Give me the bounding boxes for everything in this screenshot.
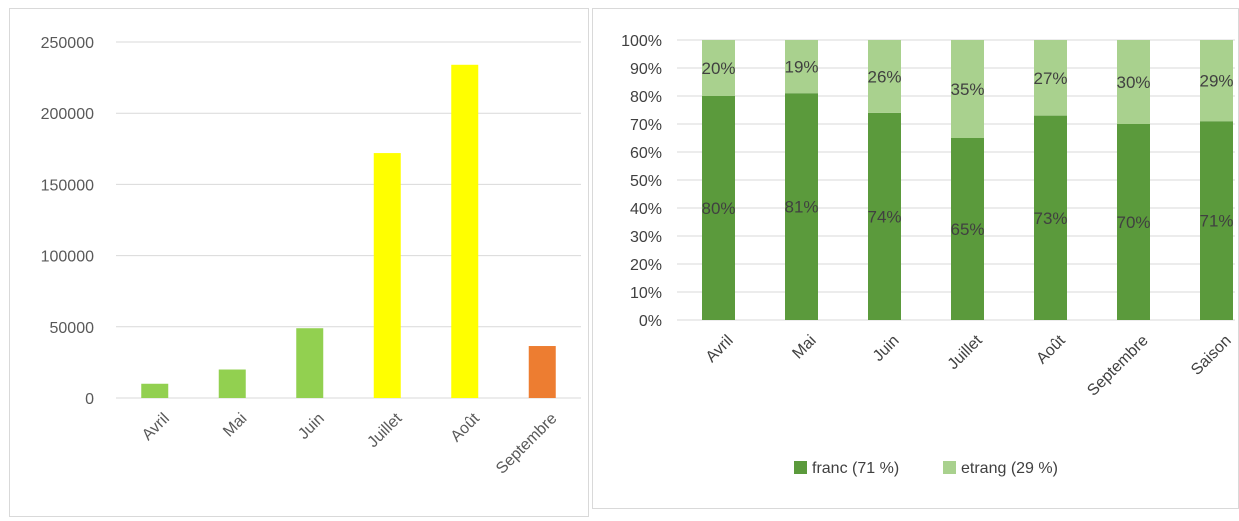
data-label: 30% [1116, 73, 1150, 92]
y-tick-label: 50% [630, 173, 662, 190]
x-tick-label: Juillet [945, 332, 986, 373]
x-tick-label: Août [448, 410, 484, 446]
bar-segment-etrang [785, 40, 818, 94]
bar-segment-etrang [1200, 40, 1233, 122]
data-label: 65% [950, 220, 984, 239]
x-tick-label: Juin [295, 410, 328, 443]
bar-segment-franc [1200, 121, 1233, 320]
bar-segment-franc [951, 138, 984, 320]
y-tick-label: 10% [630, 285, 662, 302]
data-label: 27% [1033, 69, 1067, 88]
y-tick-label: 80% [630, 89, 662, 106]
x-tick-label: Mai [220, 410, 250, 440]
bar [373, 153, 401, 398]
data-label: 81% [784, 198, 818, 217]
y-tick-label: 250000 [41, 35, 94, 52]
y-tick-label: 50000 [50, 320, 95, 337]
bar-segment-franc [1034, 115, 1067, 320]
legend-label: franc (71 %) [812, 460, 899, 477]
data-label: 20% [701, 59, 735, 78]
bar [296, 328, 324, 398]
bar-segment-etrang [702, 40, 735, 96]
y-tick-label: 200000 [41, 106, 94, 123]
x-tick-label: Juin [870, 332, 903, 365]
y-tick-label: 0 [85, 391, 94, 408]
data-label: 73% [1033, 209, 1067, 228]
legend-label: etrang (29 %) [961, 460, 1058, 477]
data-label: 26% [867, 67, 901, 86]
bar [451, 64, 479, 398]
bar-segment-etrang [951, 40, 984, 138]
monthly-totals-bar-chart: 0 50000 100000 150000 200000 250000 Avril Mai Ju… [41, 35, 581, 478]
bar [528, 346, 556, 398]
x-tick-label: Saison [1188, 332, 1235, 379]
x-tick-label: Août [1033, 332, 1069, 368]
x-tick-label: Juillet [364, 410, 405, 451]
bar [218, 369, 246, 398]
y-tick-label: 40% [630, 201, 662, 218]
bar-chart-panel: 0 50000 100000 150000 200000 250000 Avril Mai Ju… [9, 8, 589, 517]
y-tick-label: 70% [630, 117, 662, 134]
origin-share-stacked-chart: 0% 10% 20% 30% 40% 50% 60% 70% 80% 90% 100% 80% 20% A… [621, 33, 1235, 477]
bar-segment-etrang [1117, 40, 1150, 124]
x-tick-label: Septembre [1084, 332, 1151, 399]
y-tick-label: 20% [630, 257, 662, 274]
legend-swatch [794, 461, 807, 474]
y-tick-label: 60% [630, 145, 662, 162]
bar-segment-franc [868, 112, 901, 320]
x-tick-label: Septembre [493, 410, 560, 477]
data-label: 71% [1199, 212, 1233, 231]
x-tick-label: Mai [789, 332, 819, 362]
y-tick-label: 150000 [41, 177, 94, 194]
bar-segment-franc [702, 96, 735, 320]
y-tick-label: 90% [630, 61, 662, 78]
data-label: 19% [784, 58, 818, 77]
bar-segment-franc [1117, 124, 1150, 320]
data-label: 35% [950, 80, 984, 99]
bar [141, 383, 169, 398]
x-tick-label: Avril [703, 332, 737, 366]
y-tick-label: 30% [630, 229, 662, 246]
bar-segment-franc [785, 93, 818, 320]
x-tick-label: Avril [139, 410, 173, 444]
data-label: 74% [867, 207, 901, 226]
bar-segment-etrang [1034, 40, 1067, 116]
data-label: 29% [1199, 72, 1233, 91]
y-tick-label: 100000 [41, 249, 94, 266]
bar-segment-etrang [868, 40, 901, 113]
data-label: 80% [701, 199, 735, 218]
y-tick-label: 100% [621, 33, 662, 50]
y-tick-label: 0% [639, 313, 662, 330]
stacked-chart-panel: 0% 10% 20% 30% 40% 50% 60% 70% 80% 90% 100% 80% 20% A… [592, 8, 1239, 509]
data-label: 70% [1116, 213, 1150, 232]
legend-swatch [943, 461, 956, 474]
